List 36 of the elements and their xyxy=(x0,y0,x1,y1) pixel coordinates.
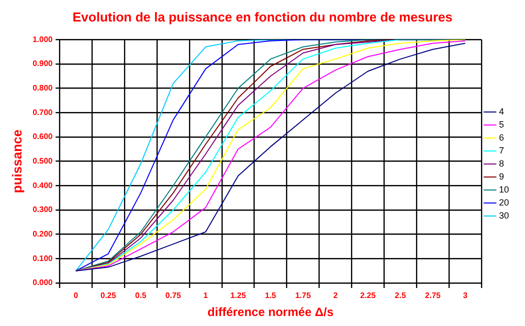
y-axis-title: puissance xyxy=(9,130,24,194)
x-tick-label: 0.25 xyxy=(100,291,117,300)
x-tick-label: 0.5 xyxy=(135,291,147,300)
x-tick-label: 1.75 xyxy=(295,291,312,300)
y-tick-label: 0.600 xyxy=(32,132,54,142)
x-tick-label: 2.75 xyxy=(425,291,442,300)
y-tick-label: 0.700 xyxy=(32,108,54,117)
y-tick-label: 0.800 xyxy=(32,83,54,92)
legend-label: 4 xyxy=(498,106,504,116)
x-tick-label: 0.75 xyxy=(165,291,182,300)
legend-label: 7 xyxy=(498,145,504,156)
legend-label: 6 xyxy=(498,132,504,142)
legend-label: 5 xyxy=(498,119,504,130)
x-axis-title: différence normée Δ/s xyxy=(208,305,334,320)
y-tick-label: 0.500 xyxy=(32,156,54,166)
x-tick-label: 1.25 xyxy=(230,291,246,300)
legend-label: 20 xyxy=(498,197,510,208)
x-tick-label: 1.5 xyxy=(264,291,277,300)
legend-label: 9 xyxy=(498,171,504,182)
y-tick-label: 0.300 xyxy=(32,205,54,214)
x-tick-label: 0 xyxy=(74,291,79,300)
x-tick-label: 3 xyxy=(463,291,468,300)
legend-label: 30 xyxy=(498,210,510,220)
y-tick-label: 0.900 xyxy=(32,59,54,68)
y-tick-label: 0.100 xyxy=(32,254,54,263)
x-tick-label: 1 xyxy=(203,291,208,300)
y-tick-label: 0.200 xyxy=(32,230,54,239)
legend-label: 10 xyxy=(498,184,510,194)
y-tick-label: 1.000 xyxy=(32,34,54,44)
y-tick-label: 0.000 xyxy=(32,278,54,288)
x-tick-label: 2.5 xyxy=(394,291,406,300)
x-tick-label: 2.25 xyxy=(360,291,376,300)
x-tick-label: 2 xyxy=(333,291,338,300)
legend-label: 8 xyxy=(498,158,504,168)
y-tick-label: 0.400 xyxy=(32,180,54,190)
chart-title: Evolution de la puissance en fonction du nombre de mesures xyxy=(72,9,452,24)
